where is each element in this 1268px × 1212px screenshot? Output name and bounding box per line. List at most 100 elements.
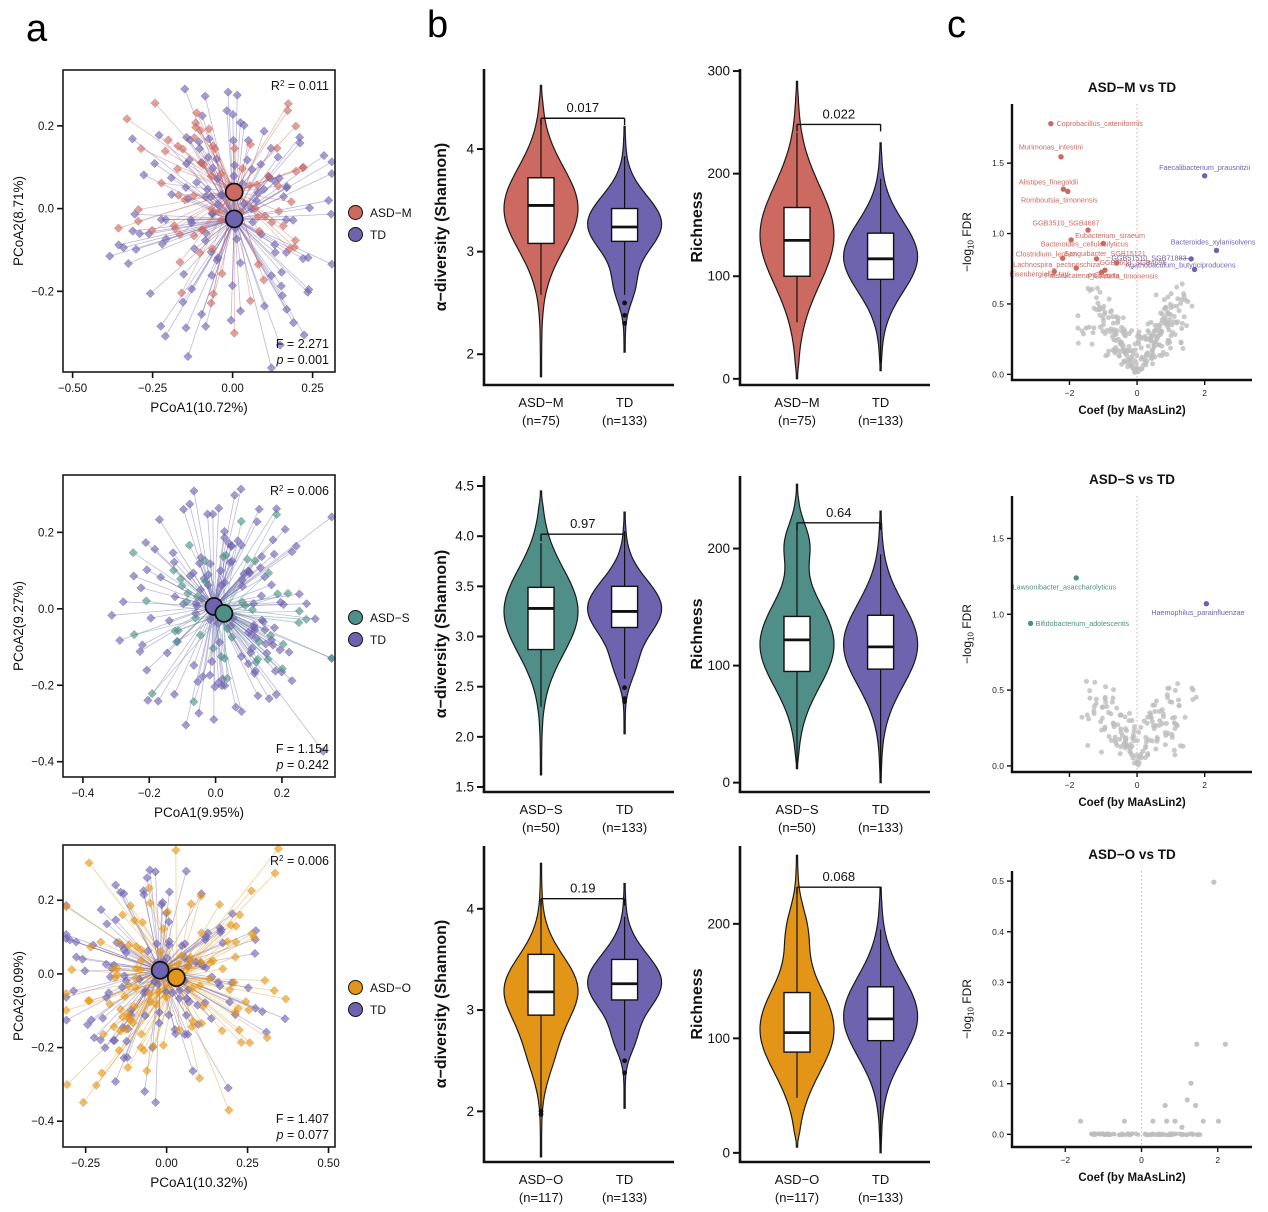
shannon-violin-asdo-td: ASD−O (n=117) TD (n=133) 0.19 2 3 4 α−diversity … bbox=[432, 832, 682, 1212]
svg-text:0.2: 0.2 bbox=[274, 788, 290, 800]
asdo-legend-marker bbox=[348, 980, 363, 995]
svg-text:Coef (by MaAsLin2): Coef (by MaAsLin2) bbox=[1078, 797, 1186, 809]
legend-item: TD bbox=[348, 632, 410, 647]
svg-text:PCoA1(10.72%): PCoA1(10.72%) bbox=[150, 400, 248, 415]
svg-text:0.5: 0.5 bbox=[992, 299, 1004, 309]
svg-text:0.25: 0.25 bbox=[301, 383, 323, 395]
svg-text:100: 100 bbox=[707, 658, 730, 673]
svg-text:ASD−O: ASD−O bbox=[775, 1172, 819, 1187]
panel-label-b: b bbox=[427, 4, 449, 46]
svg-text:Romboutsia_timonensis: Romboutsia_timonensis bbox=[1021, 195, 1098, 204]
svg-text:0.0: 0.0 bbox=[992, 369, 1004, 379]
svg-text:−0.4: −0.4 bbox=[31, 757, 54, 769]
pcoa-plot-asdo-td: −0.25 0.00 0.25 0.50 −0.4 −0.2 0.0 0.2 PCoA1(10.… bbox=[8, 835, 348, 1212]
svg-text:ASD−S: ASD−S bbox=[520, 802, 563, 817]
svg-text:−log10 FDR: −log10 FDR bbox=[960, 604, 976, 664]
svg-text:2: 2 bbox=[1202, 780, 1207, 790]
svg-text:0.25: 0.25 bbox=[236, 1158, 258, 1170]
svg-text:1.0: 1.0 bbox=[992, 609, 1004, 619]
svg-text:F = 1.154: F = 1.154 bbox=[276, 742, 329, 756]
svg-text:R2 = 0.011: R2 = 0.011 bbox=[271, 79, 329, 93]
svg-text:3.5: 3.5 bbox=[455, 579, 474, 594]
svg-text:0.2: 0.2 bbox=[38, 527, 54, 539]
svg-text:0: 0 bbox=[1135, 388, 1140, 398]
svg-text:(n=50): (n=50) bbox=[522, 820, 560, 835]
svg-text:TD: TD bbox=[872, 1172, 889, 1187]
svg-text:ASD−M vs TD: ASD−M vs TD bbox=[1088, 80, 1176, 95]
legend-item: TD bbox=[348, 227, 412, 242]
svg-text:p = 0.001: p = 0.001 bbox=[276, 353, 330, 367]
svg-text:4: 4 bbox=[466, 901, 474, 916]
svg-text:1.5: 1.5 bbox=[992, 533, 1004, 543]
svg-text:GGB51510_SGB71883: GGB51510_SGB71883 bbox=[1111, 254, 1186, 263]
legend-label: ASD−S bbox=[370, 610, 410, 625]
td-legend-marker bbox=[348, 1002, 363, 1017]
svg-text:TD: TD bbox=[872, 395, 889, 410]
svg-text:ASD−S vs TD: ASD−S vs TD bbox=[1089, 472, 1175, 487]
volcano-plot-asds-td: ASD−S vs TD Lawsonibacter_asaccharolyticu… bbox=[958, 470, 1264, 825]
svg-text:0.19: 0.19 bbox=[570, 881, 595, 896]
svg-text:−0.4: −0.4 bbox=[31, 1116, 54, 1128]
svg-text:GGB3510_SGB4687: GGB3510_SGB4687 bbox=[1033, 218, 1100, 227]
svg-text:Faecalicatena_contorta: Faecalicatena_contorta bbox=[1045, 271, 1120, 280]
svg-text:−2: −2 bbox=[1065, 388, 1075, 398]
svg-text:0.97: 0.97 bbox=[570, 516, 595, 531]
svg-text:Clostridium_leptum: Clostridium_leptum bbox=[1016, 249, 1078, 258]
shannon-violin-asds-td: ASD−S (n=50) TD (n=133) 0.97 1.5 2.0 2.5 3.0 3.5 4… bbox=[432, 462, 682, 865]
svg-text:ASD−O: ASD−O bbox=[519, 1172, 563, 1187]
svg-text:−0.2: −0.2 bbox=[31, 1043, 54, 1055]
svg-text:(n=133): (n=133) bbox=[858, 820, 903, 835]
svg-text:−0.2: −0.2 bbox=[138, 788, 161, 800]
svg-text:Eubacterium_siraeum: Eubacterium_siraeum bbox=[1075, 231, 1145, 240]
svg-text:0.1: 0.1 bbox=[992, 1079, 1004, 1089]
svg-text:200: 200 bbox=[707, 916, 730, 931]
svg-text:Lachnospira_pectinoschiza: Lachnospira_pectinoschiza bbox=[1013, 260, 1100, 269]
svg-text:ASD−S: ASD−S bbox=[776, 802, 819, 817]
svg-text:(n=133): (n=133) bbox=[858, 413, 903, 428]
svg-text:0.2: 0.2 bbox=[38, 895, 54, 907]
panel-label-c: c bbox=[947, 4, 966, 46]
svg-text:(n=133): (n=133) bbox=[858, 1190, 903, 1205]
svg-text:TD: TD bbox=[872, 802, 889, 817]
svg-text:0: 0 bbox=[1135, 780, 1140, 790]
legend-item: ASD−S bbox=[348, 610, 410, 625]
svg-text:(n=50): (n=50) bbox=[778, 820, 816, 835]
svg-text:α−diversity (Shannon): α−diversity (Shannon) bbox=[433, 143, 450, 312]
svg-text:Sanguibacter_SGB15121: Sanguibacter_SGB15121 bbox=[1064, 249, 1146, 258]
svg-text:(n=133): (n=133) bbox=[602, 1190, 647, 1205]
svg-text:0.068: 0.068 bbox=[823, 869, 856, 884]
svg-text:2.5: 2.5 bbox=[455, 679, 474, 694]
svg-text:PCoA2(8.71%): PCoA2(8.71%) bbox=[11, 176, 26, 266]
svg-text:−0.4: −0.4 bbox=[72, 788, 95, 800]
svg-text:0.4: 0.4 bbox=[992, 927, 1004, 937]
svg-text:4.0: 4.0 bbox=[455, 529, 474, 544]
volcano-plot-asdo-td: ASD−O vs TD −2 0 2 0.0 0.1 0.2 0.3 0.4 0.5 Coef (b… bbox=[958, 845, 1264, 1200]
svg-text:0.0: 0.0 bbox=[38, 969, 54, 981]
svg-text:Alistipes_finegoldii: Alistipes_finegoldii bbox=[1019, 178, 1079, 187]
svg-text:1.5: 1.5 bbox=[455, 779, 474, 794]
svg-text:0: 0 bbox=[722, 1145, 730, 1160]
svg-text:0.00: 0.00 bbox=[221, 383, 243, 395]
svg-text:Bacteroides_xylanisolvens: Bacteroides_xylanisolvens bbox=[1171, 238, 1256, 247]
svg-text:0.0: 0.0 bbox=[992, 761, 1004, 771]
svg-text:Agathobaculum_butyriciproducen: Agathobaculum_butyriciproducens bbox=[1125, 260, 1236, 269]
svg-text:200: 200 bbox=[707, 541, 730, 556]
svg-text:TD: TD bbox=[616, 802, 633, 817]
svg-text:2: 2 bbox=[466, 347, 474, 362]
svg-text:3.0: 3.0 bbox=[455, 629, 474, 644]
svg-text:3: 3 bbox=[466, 1003, 474, 1018]
shannon-violin-asdm-td: ASD−M (n=75) TD (n=133) 0.017 2 3 4 α−diversity … bbox=[432, 55, 682, 458]
svg-text:(n=117): (n=117) bbox=[519, 1190, 563, 1205]
svg-text:300: 300 bbox=[707, 64, 730, 79]
svg-text:0.0: 0.0 bbox=[208, 788, 224, 800]
svg-text:ASD−O vs TD: ASD−O vs TD bbox=[1088, 847, 1176, 862]
legend-asdo-td: ASD−O TD bbox=[348, 980, 411, 1017]
svg-text:Murimonas_intestini: Murimonas_intestini bbox=[1019, 142, 1083, 151]
svg-text:−0.2: −0.2 bbox=[31, 286, 54, 298]
svg-text:Richness: Richness bbox=[689, 598, 706, 669]
svg-text:Faecalibacterium_prausnitzii: Faecalibacterium_prausnitzii bbox=[1159, 163, 1250, 172]
asdm-legend-marker bbox=[348, 205, 363, 220]
svg-text:4: 4 bbox=[466, 142, 474, 157]
svg-text:Richness: Richness bbox=[689, 191, 706, 262]
legend-asdm-td: ASD−M TD bbox=[348, 205, 412, 242]
